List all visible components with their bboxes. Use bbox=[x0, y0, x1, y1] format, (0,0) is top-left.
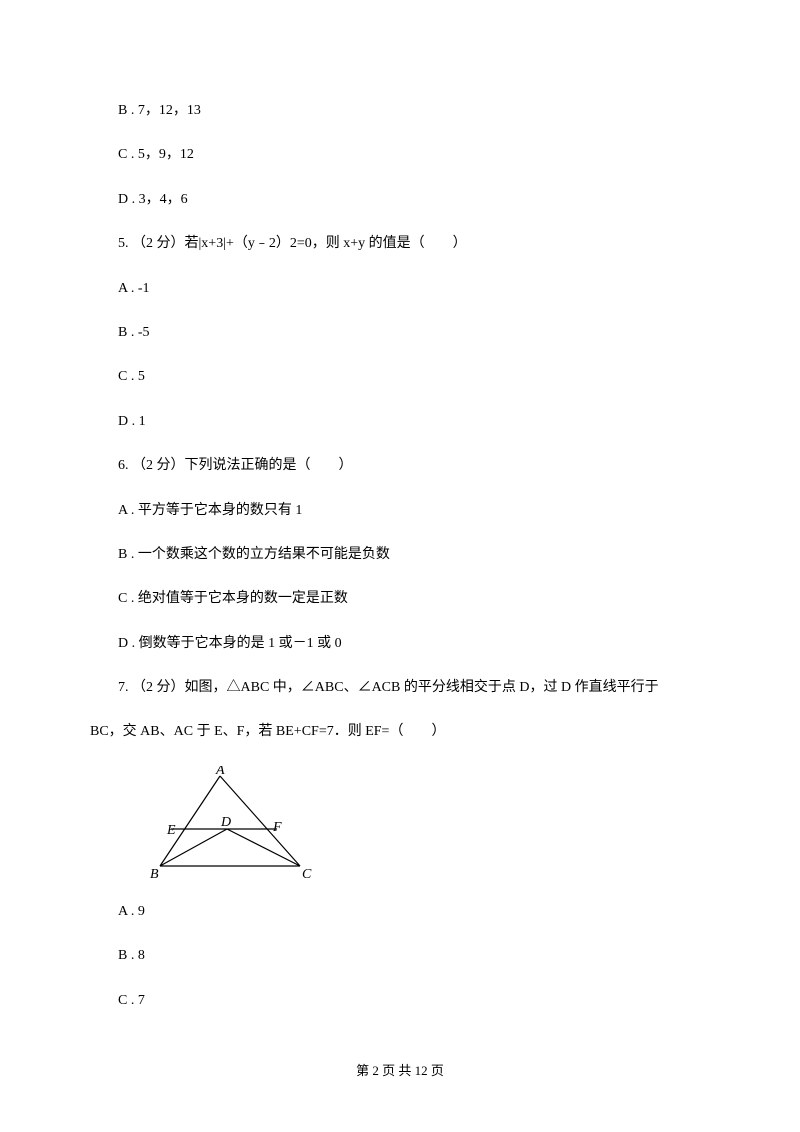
q7-stem-line2: BC，交 AB、AC 于 E、F，若 BE+CF=7．则 EF=（ ） bbox=[90, 721, 710, 743]
q5-option-a: A . -1 bbox=[90, 278, 710, 300]
q5-option-c: C . 5 bbox=[90, 366, 710, 388]
svg-text:A: A bbox=[215, 766, 225, 778]
q6-option-a: A . 平方等于它本身的数只有 1 bbox=[90, 500, 710, 522]
q5-option-b: B . -5 bbox=[90, 322, 710, 344]
q6-option-c: C . 绝对值等于它本身的数一定是正数 bbox=[90, 588, 710, 610]
prev-option-b: B . 7，12，13 bbox=[90, 100, 710, 122]
q7-stem-line1: 7. （2 分）如图，△ABC 中，∠ABC、∠ACB 的平分线相交于点 D，过… bbox=[90, 677, 710, 699]
svg-text:E: E bbox=[166, 823, 176, 838]
q5-option-d: D . 1 bbox=[90, 411, 710, 433]
q7-option-a: A . 9 bbox=[90, 901, 710, 923]
q5-stem: 5. （2 分）若|x+3|+（y﹣2）2=0，则 x+y 的值是（ ） bbox=[90, 233, 710, 255]
q7-option-c: C . 7 bbox=[90, 990, 710, 1012]
q6-stem: 6. （2 分）下列说法正确的是（ ） bbox=[90, 455, 710, 477]
prev-option-d: D . 3，4，6 bbox=[90, 189, 710, 211]
q6-option-b: B . 一个数乘这个数的立方结果不可能是负数 bbox=[90, 544, 710, 566]
page-content: B . 7，12，13 C . 5，9，12 D . 3，4，6 5. （2 分… bbox=[90, 100, 710, 1012]
svg-text:D: D bbox=[220, 815, 231, 830]
prev-option-c: C . 5，9，12 bbox=[90, 144, 710, 166]
svg-text:F: F bbox=[272, 820, 282, 835]
svg-text:C: C bbox=[302, 867, 312, 881]
triangle-diagram: A B C E F D bbox=[140, 766, 325, 881]
svg-text:B: B bbox=[150, 867, 159, 881]
page-footer: 第 2 页 共 12 页 bbox=[0, 1061, 800, 1082]
q7-option-b: B . 8 bbox=[90, 945, 710, 967]
q6-option-d: D . 倒数等于它本身的是 1 或－1 或 0 bbox=[90, 633, 710, 655]
q7-figure: A B C E F D bbox=[140, 766, 710, 881]
